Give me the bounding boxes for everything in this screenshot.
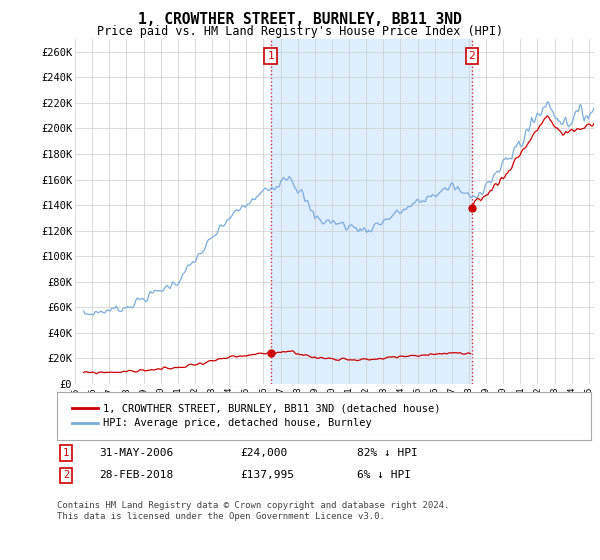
Legend: 1, CROWTHER STREET, BURNLEY, BB11 3ND (detached house), HPI: Average price, deta: 1, CROWTHER STREET, BURNLEY, BB11 3ND (d… — [68, 399, 445, 432]
Text: 2: 2 — [469, 52, 475, 61]
Text: 1, CROWTHER STREET, BURNLEY, BB11 3ND: 1, CROWTHER STREET, BURNLEY, BB11 3ND — [138, 12, 462, 27]
Text: 82% ↓ HPI: 82% ↓ HPI — [357, 448, 418, 458]
Text: 28-FEB-2018: 28-FEB-2018 — [99, 470, 173, 480]
Text: 31-MAY-2006: 31-MAY-2006 — [99, 448, 173, 458]
Text: 2: 2 — [63, 470, 69, 480]
Text: Price paid vs. HM Land Registry's House Price Index (HPI): Price paid vs. HM Land Registry's House … — [97, 25, 503, 38]
Text: £24,000: £24,000 — [240, 448, 287, 458]
Bar — [271, 39, 472, 384]
Text: 6% ↓ HPI: 6% ↓ HPI — [357, 470, 411, 480]
Text: 1: 1 — [267, 52, 274, 61]
Text: 1: 1 — [63, 448, 69, 458]
Text: £137,995: £137,995 — [240, 470, 294, 480]
Text: Contains HM Land Registry data © Crown copyright and database right 2024.
This d: Contains HM Land Registry data © Crown c… — [57, 501, 449, 521]
